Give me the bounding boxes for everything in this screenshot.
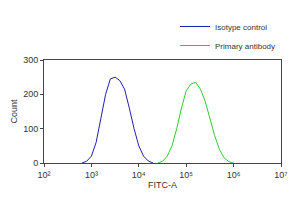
svg-text:Isotype control: Isotype control <box>215 23 267 32</box>
svg-text:10⁴: 10⁴ <box>132 170 146 180</box>
svg-text:300: 300 <box>23 55 38 65</box>
svg-text:10³: 10³ <box>85 170 98 180</box>
svg-text:100: 100 <box>23 124 38 134</box>
svg-text:10⁵: 10⁵ <box>179 170 193 180</box>
svg-text:Primary antibody: Primary antibody <box>215 42 275 51</box>
svg-text:10⁶: 10⁶ <box>227 170 241 180</box>
svg-text:10²: 10² <box>37 170 50 180</box>
svg-text:0: 0 <box>33 158 38 168</box>
svg-text:200: 200 <box>23 89 38 99</box>
svg-text:FITC-A: FITC-A <box>148 180 177 190</box>
svg-text:Count: Count <box>9 99 19 124</box>
svg-text:10⁷: 10⁷ <box>274 170 287 180</box>
